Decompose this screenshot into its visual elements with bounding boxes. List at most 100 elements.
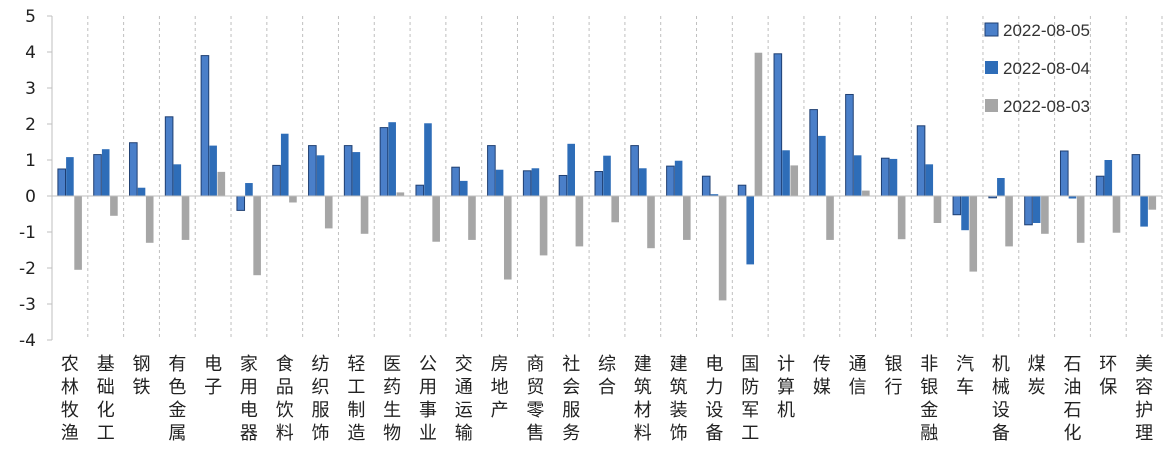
category-label: 汽车 [956,354,974,398]
bar-2022-08-04 [245,183,253,196]
grid-lines [51,16,1163,340]
y-tick-label: 2 [25,115,36,135]
category-label: 交通运输 [455,354,473,444]
bar-2022-08-05 [558,174,568,197]
bar-2022-08-05 [1059,150,1069,197]
bar-2022-08-04 [1140,196,1148,227]
bar-2022-08-05 [522,170,532,197]
bar-2022-08-04 [925,164,934,196]
bar-2022-08-05 [487,145,496,197]
bar-2022-08-05 [594,171,604,197]
bar-2022-08-04 [424,123,432,196]
bar-2022-08-05 [630,145,639,197]
y-tick-label: 1 [25,151,36,171]
category-label: 医药生物 [383,354,401,444]
bar-2022-08-03 [1041,196,1049,234]
x-axis: 农林牧渔基础化工钢铁有色金属电子家用电器食品饮料纺织服饰轻工制造医药生物公用事业… [52,195,1162,444]
bar-2022-08-03 [110,196,118,216]
y-tick-label: 4 [25,43,36,63]
bar-2022-08-03 [611,196,619,223]
bar-2022-08-04 [209,145,217,196]
bar-2022-08-05 [308,145,317,197]
category-label: 石油石化 [1063,354,1081,444]
bar-2022-08-05 [236,195,246,211]
bar-2022-08-05 [1131,154,1141,197]
bar-2022-08-05 [272,164,281,197]
bar-2022-08-03 [575,196,584,247]
bar-2022-08-04 [459,180,468,196]
category-label: 电子 [204,354,222,398]
category-label: 银行 [884,354,902,398]
bar-2022-08-05 [451,166,460,197]
bar-2022-08-05 [415,184,425,197]
bar-2022-08-04 [388,122,396,196]
bar-2022-08-03 [862,190,870,196]
bar-2022-08-03 [647,196,655,249]
bar-2022-08-03 [396,192,405,196]
bar-2022-08-05 [129,142,138,197]
legend: 2022-08-05 2022-08-04 2022-08-03 [984,21,1090,116]
category-label: 纺织服饰 [312,354,330,444]
bar-2022-08-04 [1032,196,1041,223]
category-label: 计算机 [777,354,795,421]
category-label: 家用电器 [240,354,258,444]
bar-2022-08-03 [969,196,978,272]
bar-2022-08-05 [93,154,102,197]
category-label: 建筑装饰 [670,354,688,444]
bar-2022-08-03 [145,196,154,243]
legend-label: 2022-08-03 [1003,97,1090,116]
category-label: 房地产 [491,354,509,421]
bar-2022-08-04 [997,178,1005,196]
category-label: 公用事业 [419,354,437,444]
bar-2022-08-05 [164,116,174,197]
bar-2022-08-03 [217,171,226,196]
bar-2022-08-03 [468,196,476,240]
category-label: 通信 [849,354,867,398]
bar-2022-08-04 [1068,196,1077,199]
bar-2022-08-04 [137,187,146,196]
legend-swatch [985,61,998,74]
y-tick-label: 3 [25,79,36,99]
bar-2022-08-05 [343,145,353,197]
bar-2022-08-04 [961,196,969,231]
y-tick-label: -4 [19,331,36,351]
bar-2022-08-05 [200,55,210,197]
category-label: 综合 [598,354,616,398]
bar-2022-08-04 [710,194,719,196]
bar-2022-08-05 [701,175,711,197]
bar-2022-08-05 [880,157,890,197]
bar-2022-08-04 [101,149,110,196]
bar-2022-08-03 [718,196,727,301]
category-label: 钢铁 [133,354,151,398]
bar-2022-08-05 [916,125,926,197]
category-label: 有色金属 [168,354,186,444]
bar-2022-08-03 [790,165,799,196]
bar-2022-08-05 [1024,195,1033,226]
y-tick-label: 0 [25,187,36,207]
legend-label: 2022-08-04 [1003,59,1090,78]
category-label: 国防军工 [741,354,759,444]
y-tick-label: -3 [19,295,36,315]
bar-2022-08-04 [782,150,790,196]
bar-2022-08-04 [173,164,182,196]
bar-2022-08-04 [567,143,575,196]
bar-2022-08-05 [379,127,389,197]
bar-2022-08-03 [289,196,297,203]
bar-2022-08-04 [603,155,611,196]
legend-label: 2022-08-05 [1003,21,1090,40]
category-label: 煤炭 [1028,354,1046,398]
bar-2022-08-03 [683,196,691,240]
bars-layer [57,52,1157,301]
category-label: 环保 [1099,354,1117,398]
bar-2022-08-04 [674,160,683,196]
category-label: 商贸零售 [526,354,544,444]
bar-2022-08-03 [826,196,834,240]
bar-2022-08-05 [773,53,783,197]
bar-2022-08-04 [889,158,898,196]
y-tick-label: -2 [19,259,36,279]
category-label: 轻工制造 [347,354,365,444]
y-tick-label: -1 [19,223,36,243]
category-label: 社会服务 [562,354,580,444]
